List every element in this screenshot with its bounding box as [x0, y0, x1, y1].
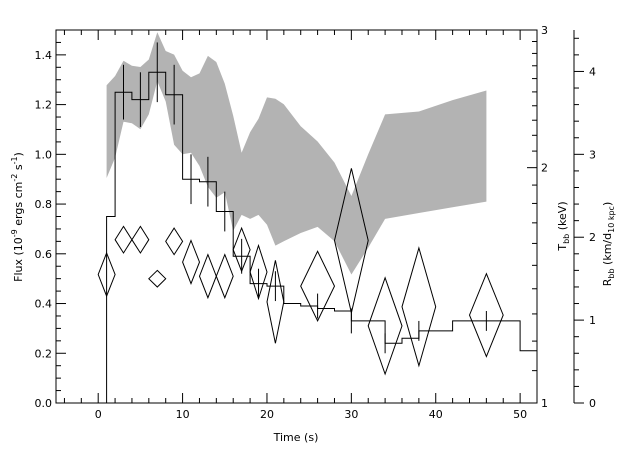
rbb-diamond-14	[401, 246, 437, 368]
rbb-tick-label-4: 4	[589, 65, 596, 78]
rbb-diamond-4	[165, 227, 184, 256]
rbb-diamond-6	[198, 253, 217, 300]
x-tick-label-0: 0	[95, 408, 102, 421]
flux-tick-label-6: 1.2	[35, 99, 53, 112]
flux-axis: 0.0 0.2 0.4 0.6 0.8 1.0 1.2 1.4	[35, 41, 66, 410]
rbb-diamond-9	[249, 243, 268, 301]
tbb-axis: 1 2 3	[527, 24, 548, 410]
flux-histogram-layer	[106, 42, 537, 403]
rbb-diamond-12	[333, 168, 369, 313]
rbb-tick-label-3: 3	[589, 148, 596, 161]
tbb-band-layer	[106, 32, 487, 275]
rbb-diamond-8	[232, 226, 251, 273]
flux-tick-label-0: 0.0	[35, 397, 53, 410]
x-tick-label-3: 30	[344, 408, 358, 421]
flux-histogram	[106, 71, 537, 403]
tbb-tick-label-0: 1	[541, 397, 548, 410]
flux-tick-label-1: 0.2	[35, 347, 53, 360]
x-tick-label-1: 10	[176, 408, 190, 421]
rbb-tick-label-0: 0	[589, 397, 596, 410]
tbb-axis-title: Tbb (keV)	[556, 201, 571, 251]
rbb-diamond-1	[114, 225, 133, 254]
rbb-diamond-11	[300, 250, 336, 323]
rbb-axis-title: Rbb (km/d10 kpc)	[601, 202, 616, 287]
tbb-tick-label-1: 2	[541, 162, 548, 175]
rbb-diamond-13	[367, 276, 403, 376]
x-tick-label-2: 20	[260, 408, 274, 421]
rbb-diamond-layer	[97, 168, 504, 376]
flux-tick-label-5: 1.0	[35, 148, 53, 161]
tbb-tick-label-2: 3	[541, 24, 548, 37]
flux-tick-label-3: 0.6	[35, 248, 53, 261]
rbb-diamond-10	[266, 260, 285, 344]
rbb-diamond-2	[131, 225, 150, 254]
flux-tick-label-7: 1.4	[35, 49, 53, 62]
rbb-diamond-0	[97, 251, 116, 298]
rbb-tick-label-1: 1	[589, 314, 596, 327]
rbb-diamond-15	[468, 272, 504, 358]
tbb-band	[106, 32, 487, 275]
x-axis-title: Time (s)	[273, 431, 319, 444]
x-tick-label-4: 40	[429, 408, 443, 421]
rbb-diamond-3	[148, 269, 167, 288]
rbb-axis: 0 1 2 3 4	[573, 30, 596, 410]
rbb-tick-label-2: 2	[589, 231, 596, 244]
rbb-diamond-7	[215, 253, 234, 300]
x-tick-label-5: 50	[513, 408, 527, 421]
flux-axis-title: Flux (10-9 ergs cm-2 s-1)	[10, 152, 25, 282]
x-axis: 0 10 20 30 40 50	[63, 30, 538, 421]
flux-tick-label-2: 0.4	[35, 298, 53, 311]
flux-tick-label-4: 0.8	[35, 198, 53, 211]
rbb-diamond-5	[182, 239, 201, 285]
